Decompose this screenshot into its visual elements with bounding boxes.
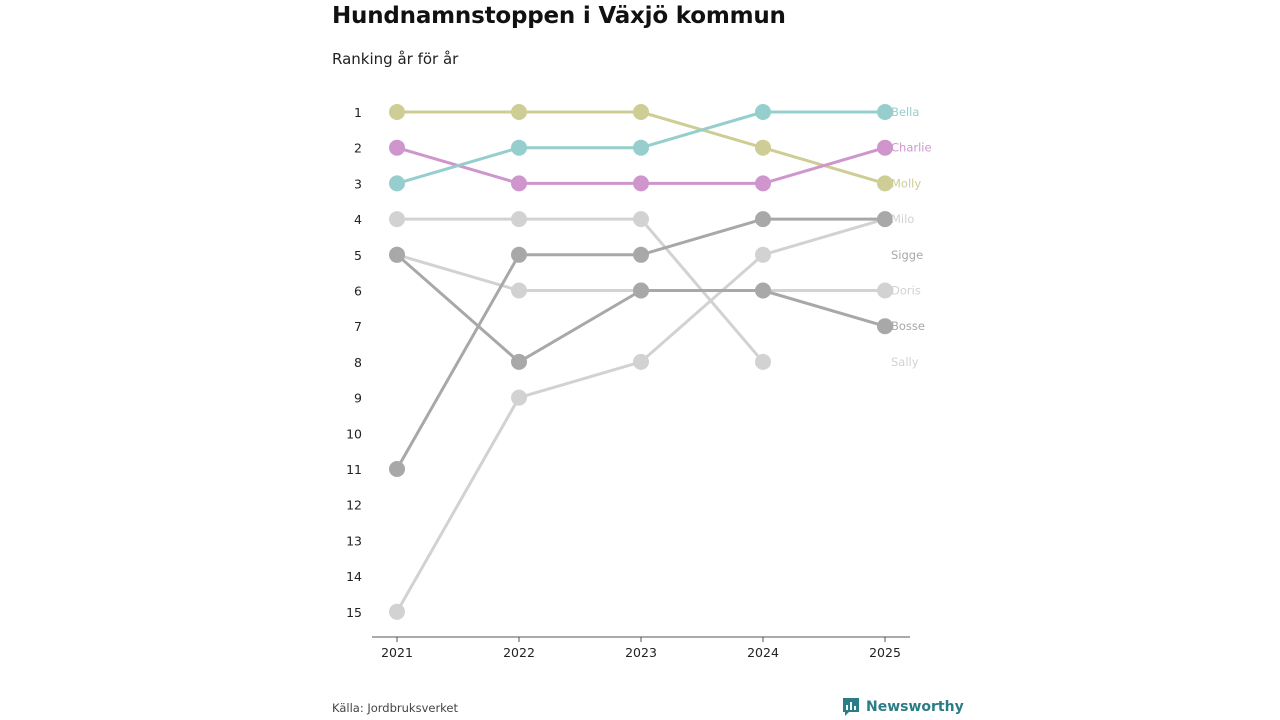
y-tick-label: 11	[346, 462, 362, 477]
series-bella	[389, 104, 893, 192]
data-point-doris	[633, 353, 649, 370]
y-tick-label: 6	[354, 284, 362, 299]
y-tick-label: 7	[354, 319, 362, 334]
data-point-milo	[877, 282, 893, 299]
series-charlie	[389, 139, 893, 192]
series-line-doris	[395, 217, 887, 614]
data-point-sigge	[633, 246, 649, 263]
data-point-molly	[633, 104, 649, 120]
data-point-sigge	[389, 461, 405, 477]
data-point-bosse	[755, 282, 771, 299]
data-point-bella	[877, 104, 893, 120]
data-point-sally	[755, 353, 771, 370]
y-tick-label: 15	[346, 605, 362, 620]
series-label-charlie: Charlie	[891, 141, 932, 155]
series-line-bosse	[395, 253, 887, 364]
x-axis: 2021 2022 2023 2024 2025	[372, 636, 910, 660]
series-layer	[389, 104, 893, 620]
data-point-charlie	[511, 175, 527, 192]
y-tick-label: 14	[346, 569, 362, 584]
series-label-sally: Sally	[891, 355, 919, 369]
y-tick-label: 10	[346, 426, 362, 441]
data-point-milo	[511, 282, 527, 299]
newsworthy-logo-icon	[843, 698, 859, 716]
series-label-doris: Doris	[891, 284, 921, 298]
data-point-sigge	[755, 211, 771, 228]
y-tick-label: 1	[354, 105, 362, 120]
source-note: Källa: Jordbruksverket	[332, 701, 459, 715]
data-point-bella	[389, 175, 405, 192]
data-point-bosse	[511, 353, 527, 370]
data-point-bella	[755, 104, 771, 120]
y-tick-label: 4	[354, 212, 362, 227]
y-tick-label: 12	[346, 498, 362, 513]
data-point-bosse	[877, 318, 893, 335]
data-point-charlie	[755, 175, 771, 192]
data-point-doris	[511, 389, 527, 406]
data-point-sigge	[511, 246, 527, 263]
brand-logo[interactable]: Newsworthy	[842, 697, 964, 717]
page-title: Hundnamnstoppen i Växjö kommun	[332, 3, 786, 29]
x-tick-label: 2022	[503, 645, 535, 660]
data-point-charlie	[877, 139, 893, 156]
x-tick-label: 2023	[625, 645, 657, 660]
data-point-molly	[511, 104, 527, 120]
series-molly	[389, 104, 893, 192]
y-tick-label: 9	[354, 391, 362, 406]
series-bosse	[389, 246, 893, 370]
y-tick-label: 2	[354, 141, 362, 156]
data-point-doris	[389, 603, 405, 620]
y-tick-label: 3	[354, 176, 362, 191]
data-point-bella	[511, 139, 527, 156]
data-point-charlie	[389, 139, 405, 156]
series-label-bosse: Bosse	[891, 319, 925, 333]
data-point-sally	[511, 211, 527, 228]
y-tick-label: 13	[346, 533, 362, 548]
y-tick-label: 8	[354, 355, 362, 370]
series-label-milo: Milo	[891, 212, 914, 226]
series-label-molly: Molly	[891, 176, 921, 190]
x-tick-label: 2021	[381, 645, 413, 660]
data-point-bosse	[633, 282, 649, 299]
series-label-layer: Bella Charlie Molly Milo Sigge Doris Bosse Sall…	[891, 105, 932, 369]
data-point-bosse	[389, 246, 405, 263]
data-point-molly	[877, 175, 893, 192]
data-point-molly	[755, 139, 771, 156]
data-point-sally	[389, 211, 405, 228]
brand-name: Newsworthy	[866, 699, 964, 715]
data-point-charlie	[633, 175, 649, 192]
data-point-doris	[755, 246, 771, 263]
data-point-bella	[633, 139, 649, 156]
page-subtitle: Ranking år för år	[332, 50, 459, 68]
series-label-sigge: Sigge	[891, 248, 923, 262]
y-tick-label: 5	[354, 248, 362, 263]
data-point-sally	[633, 211, 649, 228]
series-sigge	[389, 211, 893, 477]
series-doris	[389, 211, 893, 620]
data-point-molly	[389, 104, 405, 120]
x-tick-label: 2025	[869, 645, 901, 660]
series-label-bella: Bella	[891, 105, 919, 119]
x-tick-label: 2024	[747, 645, 779, 660]
data-point-sigge	[877, 211, 893, 228]
